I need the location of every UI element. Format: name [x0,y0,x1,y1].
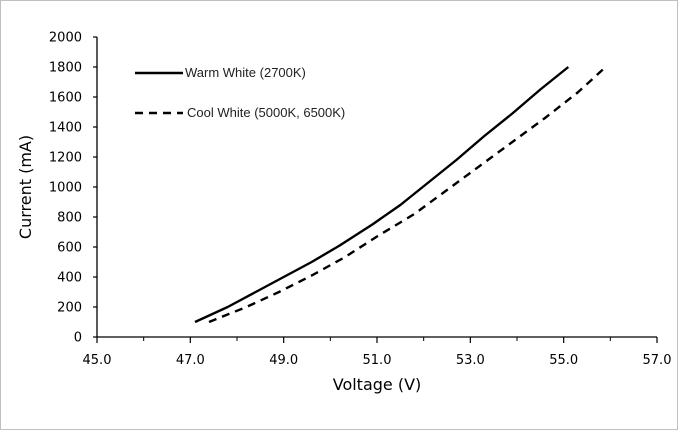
y-tick-label: 1600 [49,91,82,106]
x-axis-ticks: 45.0 47.0 49.0 51.0 53.0 55.0 57.0 [83,337,672,368]
y-tick-label: 800 [57,211,82,226]
y-tick-label: 600 [57,241,82,256]
legend-label-warm-white: Warm White (2700K) [185,65,306,80]
series-line-warm-white [194,66,570,324]
series-line-cool-white [208,66,607,324]
x-axis-title: Voltage (V) [333,375,422,394]
x-tick-label: 55.0 [549,353,578,368]
y-axis-title: Current (mA) [16,135,35,239]
legend-label-cool-white: Cool White (5000K, 6500K) [187,105,345,120]
x-tick-label: 45.0 [83,353,112,368]
x-tick-label: 57.0 [643,353,672,368]
y-axis-ticks: 0 200 400 600 800 1000 1200 1400 1600 1800 2000 [49,31,97,346]
y-tick-label: 2000 [49,31,82,46]
x-tick-label: 53.0 [456,353,485,368]
x-tick-label: 49.0 [269,353,298,368]
y-tick-label: 400 [57,271,82,286]
series-layer [194,66,607,324]
legend: Warm White (2700K) Cool White (5000K, 65… [135,65,345,120]
x-tick-label: 51.0 [363,353,392,368]
x-tick-label: 47.0 [176,353,205,368]
y-tick-label: 1200 [49,151,82,166]
y-tick-label: 1400 [49,121,82,136]
y-tick-label: 200 [57,301,82,316]
y-tick-label: 1800 [49,61,82,76]
y-tick-label: 1000 [49,181,82,196]
y-tick-label: 0 [74,331,82,346]
